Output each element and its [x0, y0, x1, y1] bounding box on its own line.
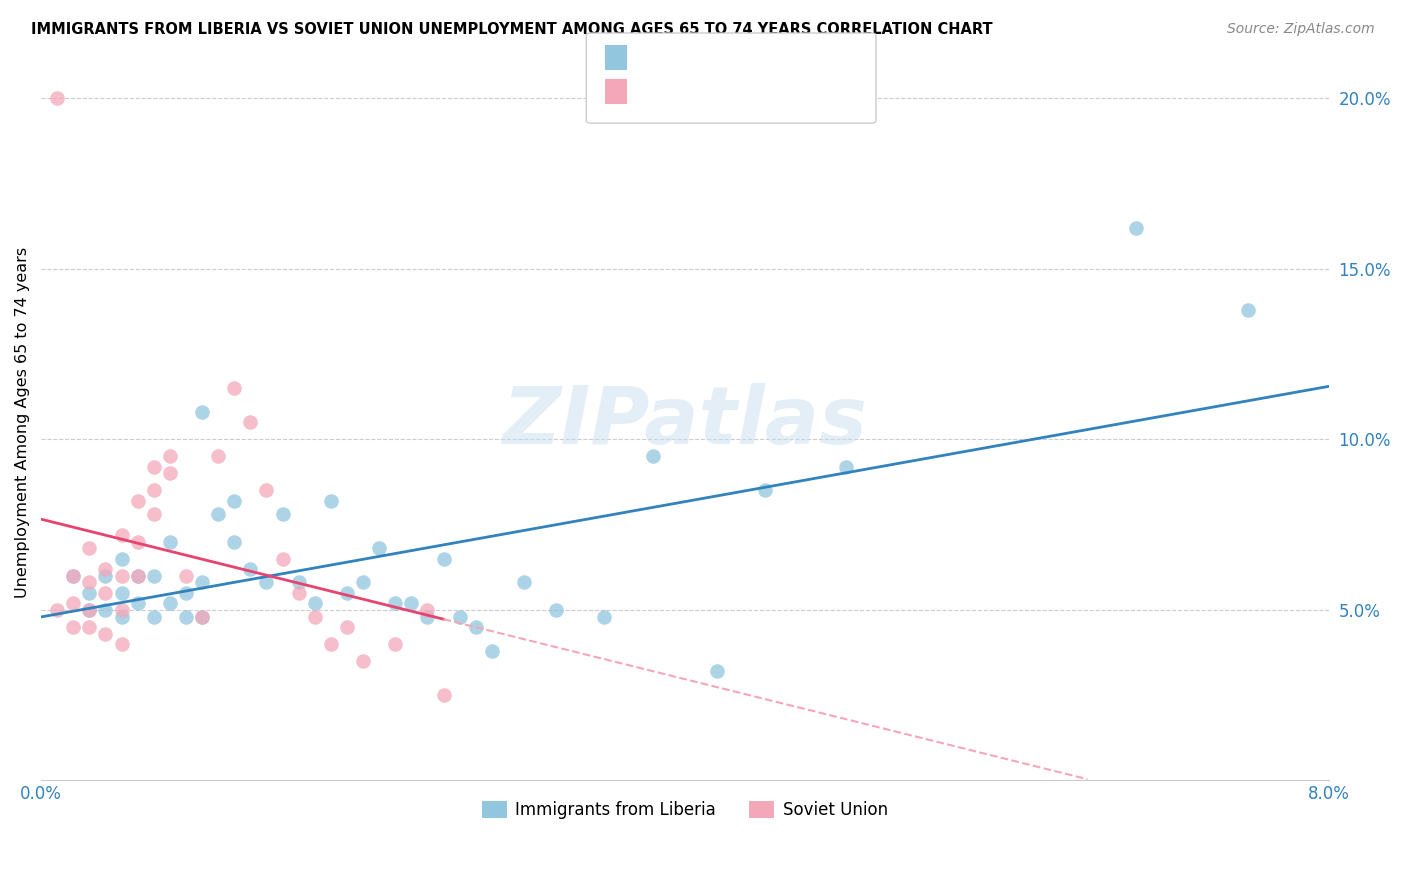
Point [481, 643, 503, 657]
Point [384, 596, 406, 610]
Point [416, 609, 439, 624]
Point [159, 596, 181, 610]
Point [191, 609, 214, 624]
Point [432, 688, 454, 702]
Point [191, 575, 214, 590]
Point [94, 626, 117, 640]
Point [271, 508, 294, 522]
Point [287, 575, 309, 590]
Point [191, 609, 214, 624]
Point [368, 541, 391, 556]
Point [706, 664, 728, 678]
Point [174, 568, 197, 582]
Point [110, 609, 132, 624]
Point [142, 459, 165, 474]
Point [127, 493, 149, 508]
Point [271, 551, 294, 566]
Point [127, 568, 149, 582]
Point [304, 596, 326, 610]
Point [449, 609, 471, 624]
Legend: Immigrants from Liberia, Soviet Union: Immigrants from Liberia, Soviet Union [475, 794, 894, 826]
Text: Source: ZipAtlas.com: Source: ZipAtlas.com [1227, 22, 1375, 37]
Point [432, 551, 454, 566]
Point [46, 91, 69, 105]
Point [127, 596, 149, 610]
Point [401, 596, 423, 610]
Point [593, 609, 616, 624]
Point [110, 637, 132, 651]
Point [94, 585, 117, 599]
Point [62, 620, 84, 634]
Point [287, 585, 309, 599]
Point [110, 551, 132, 566]
Point [224, 493, 246, 508]
Point [352, 654, 374, 668]
Point [94, 568, 117, 582]
Point [256, 575, 278, 590]
Point [142, 568, 165, 582]
Point [62, 568, 84, 582]
Point [142, 609, 165, 624]
Point [191, 405, 214, 419]
Point [319, 637, 342, 651]
Point [159, 450, 181, 464]
Point [142, 508, 165, 522]
Point [127, 568, 149, 582]
Point [416, 603, 439, 617]
Point [513, 575, 536, 590]
Point [641, 450, 664, 464]
Text: R = 0.455: R = 0.455 [638, 50, 718, 64]
Point [546, 603, 568, 617]
Point [62, 596, 84, 610]
Point [62, 568, 84, 582]
Point [159, 467, 181, 481]
Point [754, 483, 776, 498]
Point [94, 562, 117, 576]
Point [79, 575, 101, 590]
Point [79, 585, 101, 599]
Point [94, 603, 117, 617]
Y-axis label: Unemployment Among Ages 65 to 74 years: Unemployment Among Ages 65 to 74 years [15, 246, 30, 598]
Point [256, 483, 278, 498]
Text: N = 39: N = 39 [725, 85, 786, 99]
Point [319, 493, 342, 508]
Point [174, 585, 197, 599]
Point [224, 381, 246, 395]
Point [224, 534, 246, 549]
Point [159, 534, 181, 549]
Point [79, 541, 101, 556]
Point [835, 459, 858, 474]
Text: IMMIGRANTS FROM LIBERIA VS SOVIET UNION UNEMPLOYMENT AMONG AGES 65 TO 74 YEARS C: IMMIGRANTS FROM LIBERIA VS SOVIET UNION … [31, 22, 993, 37]
Point [207, 508, 229, 522]
Point [1125, 220, 1147, 235]
Point [79, 603, 101, 617]
Text: R = -0.112: R = -0.112 [638, 85, 725, 99]
Point [110, 527, 132, 541]
Point [384, 637, 406, 651]
Point [79, 603, 101, 617]
Point [79, 620, 101, 634]
Point [352, 575, 374, 590]
Text: ZIPatlas: ZIPatlas [502, 384, 868, 461]
Point [174, 609, 197, 624]
Point [464, 620, 486, 634]
Point [110, 603, 132, 617]
Point [46, 603, 69, 617]
Point [304, 609, 326, 624]
Point [207, 450, 229, 464]
Point [239, 415, 262, 429]
Text: N = 47: N = 47 [725, 50, 786, 64]
Point [142, 483, 165, 498]
Point [1237, 302, 1260, 317]
Point [336, 620, 359, 634]
Point [110, 568, 132, 582]
Point [239, 562, 262, 576]
Point [127, 534, 149, 549]
Point [336, 585, 359, 599]
Point [110, 585, 132, 599]
